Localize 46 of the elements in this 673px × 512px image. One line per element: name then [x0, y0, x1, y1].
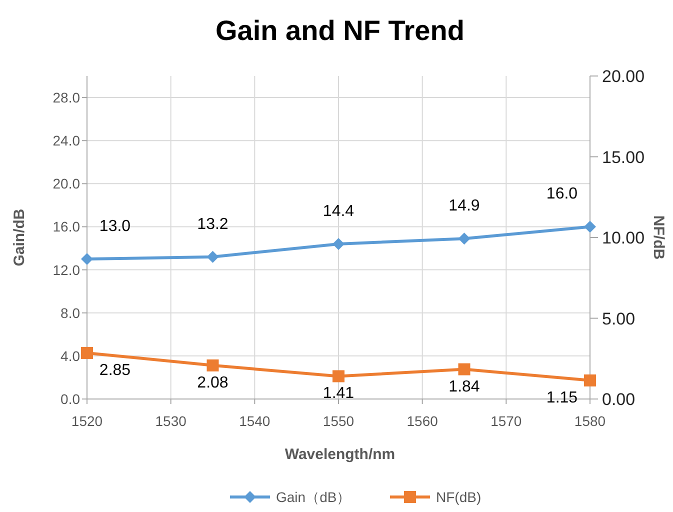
data-label: 13.0 [99, 218, 131, 236]
x-tick-label: 1540 [239, 413, 270, 429]
y-tick-label: 12.0 [52, 262, 80, 278]
y2-tick-label: 20.00 [602, 67, 645, 86]
x-axis-title: Wavelength/nm [284, 446, 396, 463]
x-tick-label: 1560 [406, 413, 438, 429]
data-label: 1.41 [322, 385, 354, 402]
y-axis-title: Gain/dB [11, 208, 28, 266]
point [81, 346, 93, 359]
x-tick-label: 1570 [490, 413, 522, 429]
point [584, 374, 596, 386]
point [458, 363, 470, 376]
data-label: 2.85 [99, 362, 131, 379]
data-label: 16.0 [546, 186, 578, 203]
x-tick-label: 1580 [574, 413, 606, 429]
y-tick-label: 28.0 [52, 90, 80, 106]
y2-tick-label: 15.00 [602, 148, 645, 167]
y-tick-label: 16.0 [52, 218, 80, 235]
point [206, 250, 219, 263]
x-tick-label: 1550 [322, 413, 354, 429]
data-label: 1.84 [448, 378, 480, 396]
y-tick-label: 24.0 [52, 132, 80, 149]
y-tick-label: 4.0 [60, 348, 80, 364]
point [206, 359, 219, 372]
data-label: 14.4 [322, 202, 354, 220]
point [81, 253, 93, 266]
y2-tick-label: 0.00 [602, 390, 636, 409]
data-label: 13.2 [197, 216, 228, 233]
chart-title: Gain and NF Trend [216, 15, 464, 46]
y-tick-label: 20.0 [52, 176, 80, 192]
y-tick-label: 8.0 [60, 304, 80, 321]
data-label: 1.15 [546, 389, 578, 406]
point [458, 232, 470, 245]
x-tick-label: 1530 [155, 413, 187, 429]
point [332, 370, 344, 382]
y-tick-label: 0.0 [60, 391, 80, 407]
point [332, 238, 344, 250]
point [584, 220, 596, 233]
y2-tick-label: 5.00 [602, 309, 636, 328]
data-label: 14.9 [448, 198, 480, 215]
legend-label: Gain（dB） [276, 489, 351, 505]
y2-axis-title: NF/dB [650, 215, 667, 260]
data-label: 2.08 [197, 374, 228, 392]
y2-tick-label: 10.00 [602, 228, 645, 248]
x-tick-label: 1520 [71, 413, 103, 429]
legend-label: NF(dB) [436, 489, 482, 505]
